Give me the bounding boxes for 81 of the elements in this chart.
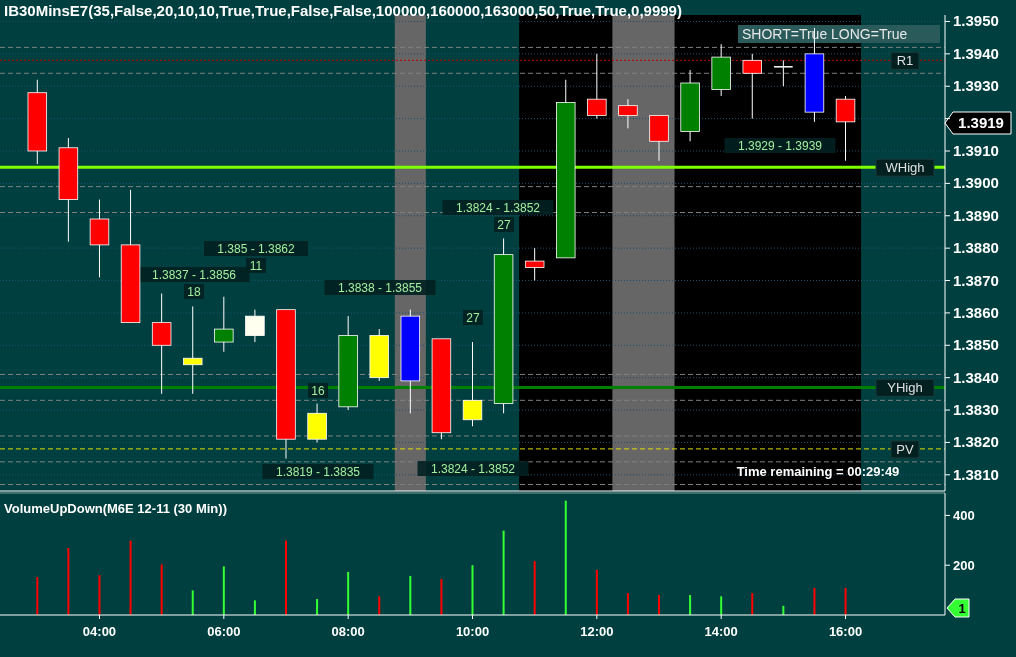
annotation: 27 — [466, 311, 480, 325]
candlestick — [835, 95, 856, 162]
x-tick-label: 10:00 — [455, 624, 490, 639]
bar — [533, 561, 536, 615]
bar — [36, 577, 39, 615]
candlestick — [151, 292, 172, 395]
x-tick-label: 08:00 — [331, 624, 365, 639]
y-tick-label: 1.3840 — [953, 368, 999, 386]
candlestick — [618, 98, 638, 129]
candlestick — [214, 296, 234, 353]
annotation: 16 — [311, 384, 325, 398]
y-tick-label: 1.3880 — [953, 239, 999, 257]
annotation: 1.3819 - 1.3835 — [275, 465, 361, 479]
bar — [502, 530, 505, 615]
bar — [191, 590, 194, 615]
annotation: 1.385 - 1.3862 — [217, 242, 296, 256]
bar — [129, 540, 132, 615]
annotation: 1.3838 - 1.3855 — [337, 281, 423, 295]
x-tick-label: 06:00 — [207, 624, 241, 639]
y-tick-label: 1.3870 — [953, 271, 999, 289]
ref-line-label: PV — [896, 441, 914, 457]
candlestick — [183, 305, 203, 395]
annotation: Time remaining = 00:29:49 — [736, 464, 900, 479]
bar — [160, 564, 163, 615]
bar — [595, 569, 598, 615]
annotation: 1.3837 - 1.3856 — [151, 268, 237, 282]
y-tick-label: 1.3890 — [953, 206, 999, 224]
candlestick — [245, 309, 265, 343]
bar — [347, 571, 350, 615]
bar — [67, 548, 70, 615]
y-tick-label: 1.3820 — [953, 433, 999, 451]
y-tick-label: 1.3850 — [953, 336, 999, 354]
bar — [626, 593, 629, 615]
y-tick-label: 1.3810 — [953, 465, 999, 483]
y-tick-label: 1.3900 — [953, 174, 999, 192]
y-tick-label: 1.3910 — [953, 142, 999, 159]
bar — [844, 587, 847, 615]
x-tick-label: 14:00 — [704, 624, 738, 639]
text: VolumeUpDown(M6E 12-11 (30 Min)) — [4, 501, 227, 516]
y-tick-label: 400 — [953, 508, 975, 524]
chart-title: IB30MinsE7(35,False,20,10,10,True,True,False,False,100000,160000,163000,50,True,True,0,9999) — [4, 2, 682, 19]
x-tick-label: 04:00 — [82, 624, 117, 639]
bar — [378, 596, 381, 615]
ref-line-label: WHigh — [885, 160, 925, 176]
annotation: 1.3824 - 1.3852 — [455, 201, 541, 215]
bar — [751, 593, 754, 615]
y-tick-label: 200 — [953, 558, 975, 574]
candlestick — [742, 53, 762, 120]
ref-line-label: YHigh — [887, 380, 923, 396]
candlestick — [524, 247, 545, 282]
bar — [316, 599, 319, 615]
bar — [720, 596, 723, 615]
annotation: 27 — [497, 218, 511, 232]
y-tick-label: 1.3930 — [953, 77, 999, 95]
candlestick — [587, 53, 607, 120]
y-tick-label: 1.3860 — [953, 303, 999, 321]
y-tick-label: 1.3830 — [953, 401, 999, 419]
bar — [813, 587, 816, 615]
annotation: 11 — [249, 259, 263, 273]
y-tick-label: 1.3950 — [953, 12, 999, 30]
bar — [471, 565, 474, 615]
candlestick — [462, 341, 483, 427]
annotation: 1.3929 - 1.3939 — [737, 139, 823, 153]
annotation: 1.3824 - 1.3852 — [430, 462, 516, 476]
bar — [440, 579, 443, 615]
ref-line-label: R1 — [896, 53, 914, 69]
bar — [284, 540, 287, 615]
x-tick-label: 16:00 — [828, 624, 863, 639]
y-tick-label: 1.3940 — [953, 44, 999, 62]
text: 1.3919 — [958, 114, 1004, 131]
bar — [658, 595, 661, 615]
bar — [98, 575, 101, 615]
annotation: 18 — [187, 285, 201, 299]
bar — [253, 600, 256, 615]
bar — [222, 566, 225, 615]
x-tick-label: 12:00 — [580, 624, 614, 639]
bar — [564, 500, 567, 615]
bar — [409, 575, 412, 615]
candlestick — [773, 59, 794, 87]
text: 1 — [958, 601, 966, 616]
bar — [689, 595, 692, 615]
